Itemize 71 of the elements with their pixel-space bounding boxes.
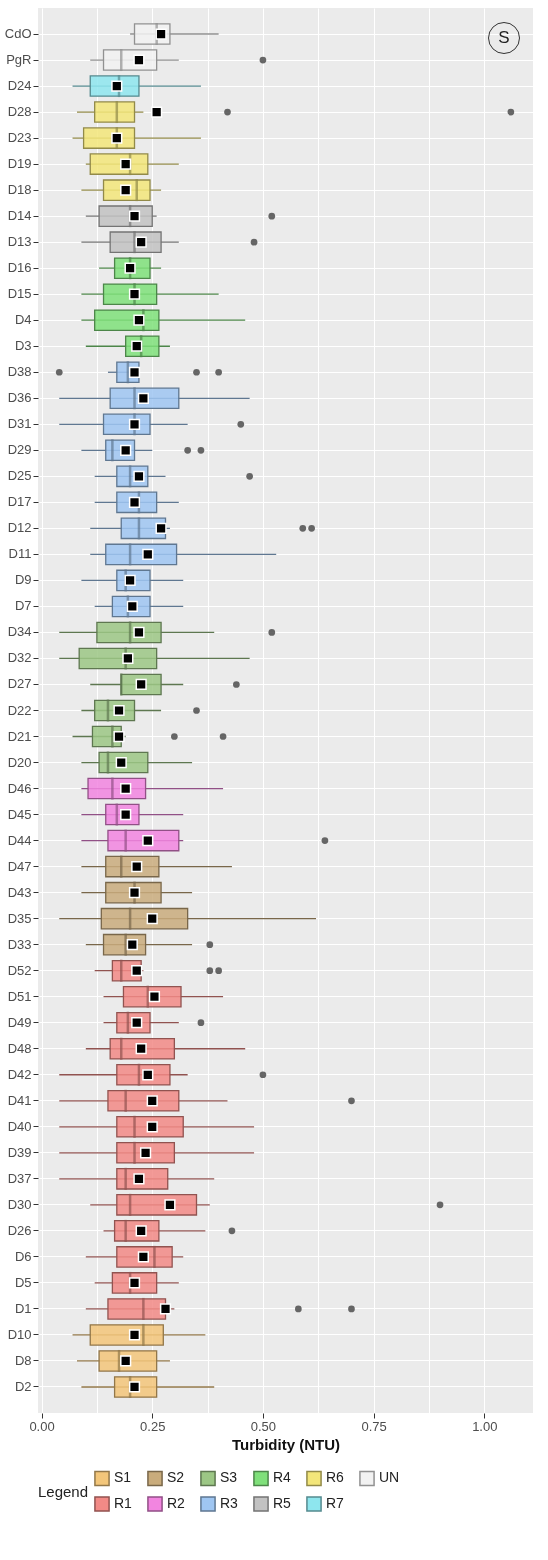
y-tick-label: D3 — [14, 338, 32, 354]
legend-label: R2 — [167, 1495, 186, 1511]
y-tick-label: D16 — [7, 260, 32, 276]
y-tick-label: CdO — [4, 26, 32, 42]
y-tick-label: D10 — [7, 1326, 32, 1342]
y-tick-label: D30 — [7, 1196, 32, 1212]
y-tick-label: D31 — [7, 416, 32, 432]
y-tick-label: D41 — [7, 1092, 32, 1108]
x-tick-label: 0.50 — [250, 1418, 277, 1434]
y-tick-label: D24 — [7, 78, 32, 94]
y-tick-label: D25 — [7, 468, 32, 484]
y-tick-label: D43 — [7, 884, 32, 900]
y-tick-label: D29 — [7, 442, 32, 458]
y-tick-label: D36 — [7, 390, 32, 406]
y-tick-label: D35 — [7, 910, 32, 926]
x-tick-label: 0.25 — [140, 1418, 166, 1434]
y-tick-label: D13 — [7, 234, 32, 250]
legend-label: S1 — [114, 1469, 132, 1486]
legend-label: R6 — [326, 1469, 345, 1486]
legend-label: S2 — [167, 1469, 185, 1486]
y-tick-label: D15 — [7, 286, 32, 302]
y-tick-label: D7 — [14, 598, 32, 614]
y-tick-label: D32 — [7, 650, 32, 666]
legend-label: UN — [379, 1469, 400, 1486]
legend-label: R7 — [326, 1495, 345, 1511]
y-tick-label: D1 — [14, 1300, 32, 1316]
y-tick-label: D14 — [7, 208, 32, 224]
y-tick-label: D19 — [7, 156, 32, 172]
y-tick-label: D17 — [7, 494, 32, 510]
y-tick-label: D34 — [7, 624, 32, 640]
legend-label: R3 — [220, 1495, 239, 1511]
y-tick-label: D42 — [7, 1066, 32, 1082]
y-tick-label: D51 — [7, 988, 32, 1004]
y-tick-label: D49 — [7, 1014, 32, 1030]
y-tick-label: D26 — [7, 1222, 32, 1238]
y-tick-label: D46 — [7, 780, 32, 796]
y-tick-label: D28 — [7, 104, 32, 120]
y-tick-label: D33 — [7, 936, 32, 952]
x-tick-label: 0.00 — [29, 1418, 55, 1434]
y-tick-label: D2 — [14, 1378, 32, 1394]
y-tick-label: D23 — [7, 130, 32, 146]
y-tick-label: D52 — [7, 962, 32, 978]
y-tick-label: PgR — [6, 52, 32, 68]
y-tick-label: D11 — [8, 546, 32, 562]
legend-label: S3 — [220, 1469, 238, 1486]
y-tick-label: D9 — [14, 572, 32, 588]
legend-title: Legend — [38, 1483, 89, 1500]
y-tick-label: D48 — [7, 1040, 32, 1056]
legend-label: R1 — [114, 1495, 133, 1511]
y-tick-label: D20 — [7, 754, 32, 770]
y-tick-label: D12 — [7, 520, 32, 536]
y-tick-label: D4 — [14, 312, 32, 328]
y-tick-label: D45 — [7, 806, 32, 822]
y-tick-label: D8 — [14, 1352, 32, 1368]
y-tick-label: D22 — [7, 702, 32, 718]
y-tick-label: D5 — [14, 1274, 32, 1290]
x-axis-title: Turbidity (NTU) — [231, 1435, 341, 1453]
x-tick-label: 0.75 — [361, 1418, 387, 1434]
legend-label: R4 — [273, 1469, 292, 1486]
y-tick-label: D18 — [7, 182, 32, 198]
y-tick-label: D37 — [7, 1170, 32, 1186]
y-tick-label: D6 — [14, 1248, 32, 1264]
y-tick-label: D38 — [7, 364, 32, 380]
y-tick-label: D39 — [7, 1144, 32, 1160]
x-tick-label: 1.00 — [472, 1418, 498, 1434]
y-tick-label: D47 — [7, 858, 32, 874]
y-tick-label: D40 — [7, 1118, 32, 1134]
y-tick-label: D44 — [7, 832, 32, 848]
legend-label: R5 — [273, 1495, 292, 1511]
y-tick-label: D21 — [7, 728, 32, 744]
y-tick-label: D27 — [7, 676, 32, 692]
